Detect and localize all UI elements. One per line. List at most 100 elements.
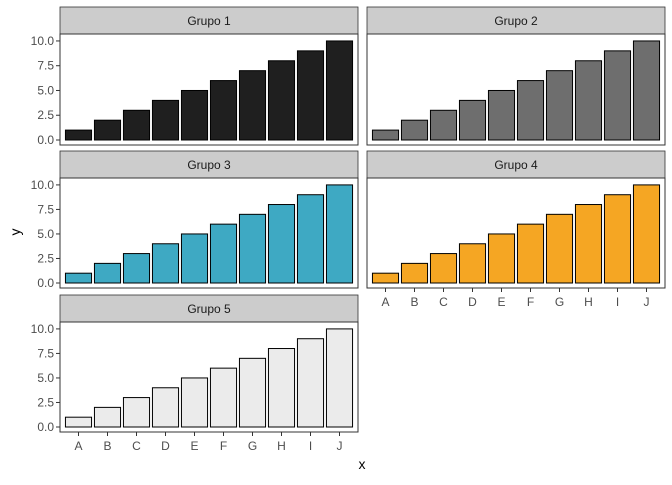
y-tick-label: 7.5: [37, 346, 54, 360]
bar-A: [64, 272, 93, 284]
bar-D: [151, 99, 180, 141]
x-tick-label: E: [497, 295, 505, 309]
bar-F: [209, 223, 238, 284]
y-tick-label: 2.5: [37, 395, 54, 409]
panel-1: Grupo 1 0.0 2.5 5.0 7.5 10.0: [31, 6, 359, 147]
bar-I: [603, 194, 632, 284]
bar-A: [64, 416, 93, 428]
bar-H: [267, 60, 296, 141]
bar-J: [325, 40, 354, 141]
bar-J: [632, 40, 661, 141]
panel-border: [59, 33, 359, 146]
y-tick-label: 5.0: [37, 83, 54, 97]
x-axis-title: x: [359, 456, 366, 472]
y-tick-label: 0.0: [37, 133, 54, 147]
panel-border: [59, 177, 359, 289]
x-tick-label: A: [381, 295, 389, 309]
bar-G: [545, 70, 574, 141]
bar-I: [296, 50, 325, 141]
y-tick-label: 5.0: [37, 227, 54, 241]
bar-I: [296, 338, 325, 428]
x-tick-label: F: [220, 439, 227, 453]
x-tick-label: J: [644, 295, 650, 309]
x-tick-label: B: [410, 295, 418, 309]
y-tick-label: 7.5: [37, 202, 54, 216]
facet-strip: [366, 6, 666, 35]
panel-border: [366, 33, 666, 146]
x-tick-label: G: [555, 295, 564, 309]
x-tick-label: D: [468, 295, 477, 309]
panel-border: [366, 177, 666, 289]
bar-F: [209, 80, 238, 141]
bar-G: [238, 357, 267, 428]
bar-B: [400, 119, 429, 141]
y-tick-label: 0.0: [37, 420, 54, 434]
x-tick-label: H: [277, 439, 286, 453]
facet-title: Grupo 5: [187, 302, 231, 316]
bar-G: [238, 213, 267, 284]
x-tick-label: C: [132, 439, 141, 453]
x-tick-label: F: [527, 295, 534, 309]
y-tick-label: 10.0: [31, 322, 55, 336]
y-tick-label: 2.5: [37, 108, 54, 122]
bar-B: [400, 262, 429, 284]
panel-4: Grupo 4 A B C D E F G H I J: [366, 150, 666, 309]
panel-2: Grupo 2: [366, 6, 666, 146]
facet-strip: [366, 150, 666, 179]
x-tick-label: B: [103, 439, 111, 453]
bar-H: [574, 204, 603, 284]
bar-C: [429, 253, 458, 284]
bar-D: [458, 99, 487, 141]
bar-F: [516, 80, 545, 141]
facet-title: Grupo 4: [494, 158, 538, 172]
bar-H: [267, 204, 296, 284]
x-tick-label: I: [309, 439, 312, 453]
bar-F: [516, 223, 545, 284]
bar-E: [487, 89, 516, 141]
x-tick-label: D: [161, 439, 170, 453]
x-tick-label: J: [337, 439, 343, 453]
x-tick-label: E: [190, 439, 198, 453]
bar-I: [603, 50, 632, 141]
bar-A: [371, 129, 400, 141]
y-tick-label: 10.0: [31, 34, 55, 48]
x-tick-label: C: [439, 295, 448, 309]
facet-strip: [59, 294, 359, 323]
facet-title: Grupo 1: [187, 14, 231, 28]
bar-A: [371, 272, 400, 284]
bar-J: [325, 328, 354, 428]
y-tick-label: 2.5: [37, 251, 54, 265]
bar-H: [267, 348, 296, 428]
bar-A: [64, 129, 93, 141]
bar-G: [545, 213, 574, 284]
bar-B: [93, 119, 122, 141]
bar-E: [180, 377, 209, 428]
bar-B: [93, 262, 122, 284]
x-tick-label: H: [584, 295, 593, 309]
facet-title: Grupo 3: [187, 158, 231, 172]
x-tick-label: A: [74, 439, 82, 453]
bar-B: [93, 406, 122, 428]
y-tick-label: 5.0: [37, 371, 54, 385]
bar-C: [122, 109, 151, 141]
bar-D: [151, 243, 180, 284]
bar-E: [487, 233, 516, 284]
bar-H: [574, 60, 603, 141]
bar-C: [122, 397, 151, 428]
y-axis-title: y: [7, 229, 23, 236]
facet-strip: [59, 6, 359, 35]
y-tick-label: 0.0: [37, 276, 54, 290]
bar-C: [122, 253, 151, 284]
bar-F: [209, 367, 238, 428]
panel-3: Grupo 3 0.0 2.5 5.0 7.5 10.0: [31, 150, 359, 290]
bar-G: [238, 70, 267, 141]
y-tick-label: 10.0: [31, 178, 55, 192]
panel-5: Grupo 5 0.0 2.5 5.0 7.5 10.0 A B C D E F G H I J: [31, 294, 359, 453]
x-tick-label: G: [248, 439, 257, 453]
bar-C: [429, 109, 458, 141]
bar-E: [180, 89, 209, 141]
panel-border: [59, 321, 359, 433]
bar-J: [325, 184, 354, 284]
facet-strip: [59, 150, 359, 179]
